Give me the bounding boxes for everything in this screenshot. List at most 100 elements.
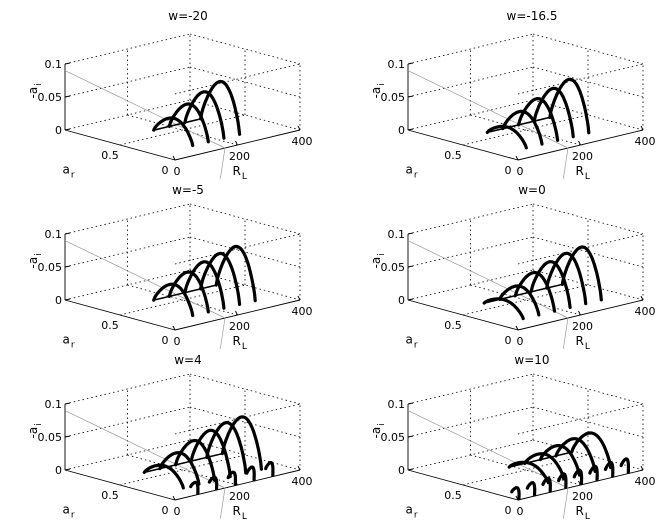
z-axis-label: -ai [369,253,387,268]
z-tick [64,128,71,131]
y-axis-label: RL [576,334,590,352]
curve-branch [545,251,588,306]
grid-back-top-edge [407,373,534,405]
y-tick [297,465,301,471]
grid-back-top-edge [532,33,644,65]
grid-floor-line [462,284,589,316]
grid-wall-line [189,66,301,98]
guide-line [562,317,569,349]
guide-line [219,487,226,519]
guide-line [219,147,226,179]
z-tick [407,298,414,301]
y-tick-label: 400 [635,305,656,318]
curve-branch [560,245,603,302]
z-tick-label: 0.1 [388,58,406,71]
grid-wall-line [189,406,301,438]
grid-wall-line [407,406,534,438]
x-axis-line [64,469,176,501]
y-axis-label: RL [233,504,247,522]
curve-branch [498,284,541,317]
x-axis-label: ar [63,333,75,351]
panel-title: w=-5 [172,183,204,197]
grid-back-floor-edge [189,269,301,301]
curve-branch [183,90,226,140]
grid-wall-line [64,66,191,98]
z-tick [407,468,414,471]
y-tick-label: 200 [229,320,250,333]
grid-back-top-edge [64,203,191,235]
curve-branch [199,251,242,306]
guide-line [562,487,569,519]
grid-wall-line [532,406,644,438]
x-axis-label: ar [63,503,75,521]
curve-branch [482,297,525,321]
grid-floor-line [470,114,581,146]
curve-branch [205,421,248,475]
z-axis-label: -ai [369,83,387,98]
curve-branch [152,116,195,148]
x-tick-label: 0.5 [101,149,119,162]
y-tick [172,495,176,501]
z-tick [407,265,414,268]
guide-line [407,240,569,319]
grid-back-top-edge [174,63,301,95]
grid-back-top-edge [407,33,534,65]
guide-line [407,410,569,489]
grid-wall-line [64,406,191,438]
curve-branch-secondary [588,464,599,482]
curve-branch [507,460,550,485]
curve-envelope [487,116,550,134]
y-axis-label: RL [233,164,247,182]
x-axis-line [407,469,519,501]
grid-floor-line [127,114,238,146]
grid-floor-line [462,454,589,486]
curve-branch-secondary [603,461,615,478]
y-tick-label: 200 [229,150,250,163]
y-tick-label: 200 [229,490,250,503]
x-tick-label: 0 [505,164,512,177]
y-axis-label: RL [233,334,247,352]
z-tick [64,298,71,301]
curve-branch [199,79,242,136]
z-tick-label: 0 [398,464,405,477]
z-tick-label: 0.1 [388,228,406,241]
z-tick [407,128,414,131]
y-tick-label: 200 [572,320,593,333]
grid-back-top-edge [532,203,644,235]
z-tick [64,95,71,98]
curve-envelope [153,118,201,131]
curve-branch-secondary [557,472,568,489]
grid-back-floor-edge [189,99,301,131]
curve-branch-secondary [541,476,552,493]
x-tick-label: 0.5 [444,149,462,162]
y-tick-label: 0 [174,165,181,178]
z-tick-label: 0 [55,294,62,307]
y-tick [235,310,238,316]
z-tick [407,62,414,65]
curve-branch-secondary [189,480,200,495]
panel-title: w=4 [174,353,202,367]
grid-floor-line [119,114,246,146]
y-tick [235,140,238,146]
y-tick [515,155,519,161]
grid-floor-line [462,114,589,146]
x-tick-label: 0.5 [101,319,119,332]
z-tick-label: 0.1 [45,228,63,241]
guide-line [562,147,569,179]
y-tick [578,140,581,146]
guide-line [219,317,226,349]
y-tick-label: 400 [635,135,656,148]
x-tick-label: 0 [162,334,169,347]
grid-floor-line [119,284,246,316]
y-tick-label: 0 [174,505,181,518]
curve-envelope [484,283,563,304]
x-tick-label: 0.5 [101,489,119,502]
z-tick [64,265,71,268]
curve-branch [183,260,226,310]
z-tick [407,95,414,98]
z-tick [407,402,414,405]
